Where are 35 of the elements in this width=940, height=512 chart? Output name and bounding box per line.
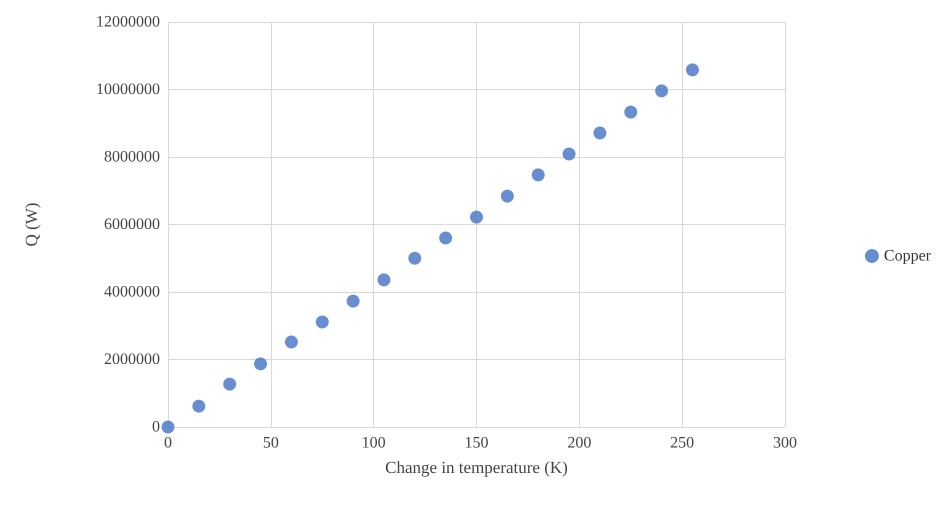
point — [655, 84, 668, 98]
point — [593, 126, 606, 140]
point — [254, 357, 268, 370]
y-tick-label: 10000000 — [96, 81, 160, 98]
x-tick-label: 200 — [567, 434, 592, 452]
point — [439, 232, 452, 244]
x-tick-label: 50 — [262, 434, 279, 452]
point — [316, 316, 329, 329]
point — [377, 273, 390, 286]
point — [223, 378, 236, 391]
point — [408, 252, 422, 265]
y-tick-label: 6000000 — [104, 216, 160, 233]
y-tick-label: 0 — [152, 418, 160, 436]
point — [562, 147, 576, 160]
point — [284, 335, 298, 348]
y-tick-label: 12000000 — [96, 14, 160, 30]
y-tick-label: 8000000 — [104, 148, 160, 166]
point — [624, 106, 638, 119]
point — [532, 168, 545, 182]
legend-label: Copper — [884, 248, 932, 264]
x-tick-label: 0 — [164, 434, 172, 452]
point — [686, 63, 699, 76]
x-tick-label: 100 — [362, 434, 386, 452]
x-tick-label: 300 — [773, 434, 797, 452]
point — [346, 294, 360, 308]
point — [162, 420, 174, 434]
y-tick-label: 4000000 — [104, 284, 160, 300]
point — [470, 210, 483, 224]
point — [500, 190, 514, 203]
y-tick-label: 2000000 — [104, 351, 160, 368]
x-tick-label: 250 — [670, 434, 694, 452]
x-tick-label: 150 — [464, 434, 488, 452]
point — [192, 400, 206, 413]
x-axis-title: Change in temperature (K) — [385, 458, 568, 477]
y-axis-title: Q (W) — [22, 202, 41, 246]
